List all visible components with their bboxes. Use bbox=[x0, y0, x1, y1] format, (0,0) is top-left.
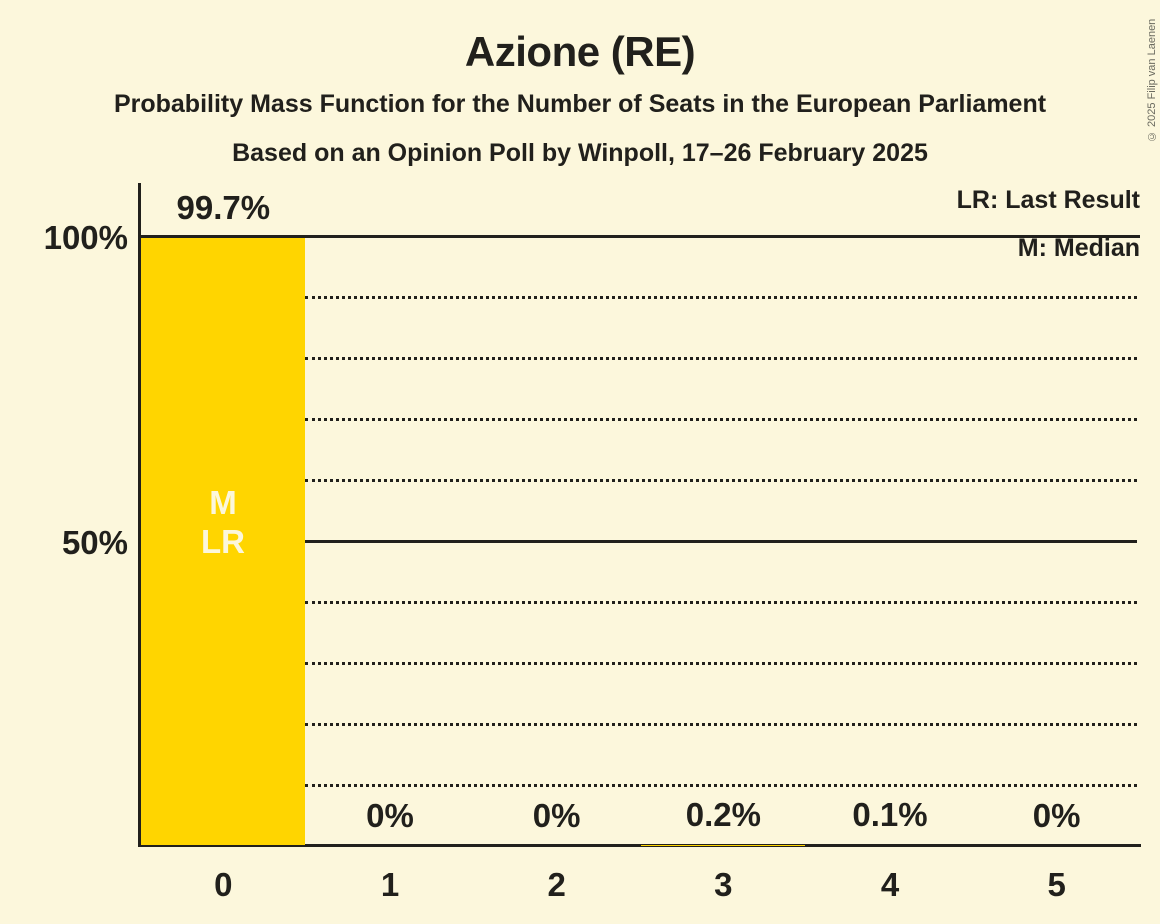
x-tick-label-0: 0 bbox=[214, 866, 233, 903]
chart-subtitle: Probability Mass Function for the Number… bbox=[113, 90, 1047, 118]
legend-median: M: Median bbox=[1017, 234, 1140, 262]
bar-median-lastresult-annotation: M LR bbox=[141, 483, 305, 561]
gridline-20pct bbox=[305, 722, 1137, 726]
chart-title: Azione (RE) bbox=[464, 28, 696, 75]
y-axis-label-50: 50% bbox=[61, 524, 128, 561]
x-tick-label-4: 4 bbox=[880, 866, 900, 903]
value-label-seats-4: 0.1% bbox=[852, 796, 928, 834]
y-axis-label-100: 100% bbox=[43, 219, 128, 256]
copyright-notice: © 2025 Filip van Laenen bbox=[1146, 18, 1158, 142]
gridline-70pct bbox=[305, 417, 1137, 421]
gridline-50pct bbox=[305, 539, 1137, 543]
x-tick-label-3: 3 bbox=[714, 866, 733, 903]
gridline-80pct bbox=[305, 356, 1137, 360]
gridline-60pct bbox=[305, 478, 1137, 482]
value-label-seats-5: 0% bbox=[1032, 797, 1081, 834]
poll-info-subtitle: Based on an Opinion Poll by Winpoll, 17–… bbox=[232, 139, 928, 167]
median-marker: M bbox=[209, 484, 237, 521]
value-label-seats-1: 0% bbox=[366, 797, 414, 834]
x-axis-line bbox=[138, 844, 1141, 847]
gridline-100pct bbox=[140, 234, 1140, 238]
x-tick-label-5: 5 bbox=[1047, 866, 1066, 903]
last-result-marker: LR bbox=[201, 523, 245, 560]
y-axis-line bbox=[138, 183, 141, 847]
value-label-seats-0: 99.7% bbox=[176, 188, 271, 226]
value-label-seats-2: 0% bbox=[532, 797, 581, 834]
gridline-40pct bbox=[305, 600, 1137, 604]
x-tick-label-1: 1 bbox=[380, 866, 400, 903]
gridline-90pct bbox=[305, 295, 1137, 299]
legend-last-result: LR: Last Result bbox=[956, 186, 1140, 214]
value-label-seats-3: 0.2% bbox=[685, 795, 761, 833]
gridline-10pct bbox=[305, 783, 1137, 787]
x-tick-label-2: 2 bbox=[547, 866, 566, 903]
gridline-30pct bbox=[305, 661, 1137, 665]
bar-seats-0 bbox=[141, 237, 305, 845]
